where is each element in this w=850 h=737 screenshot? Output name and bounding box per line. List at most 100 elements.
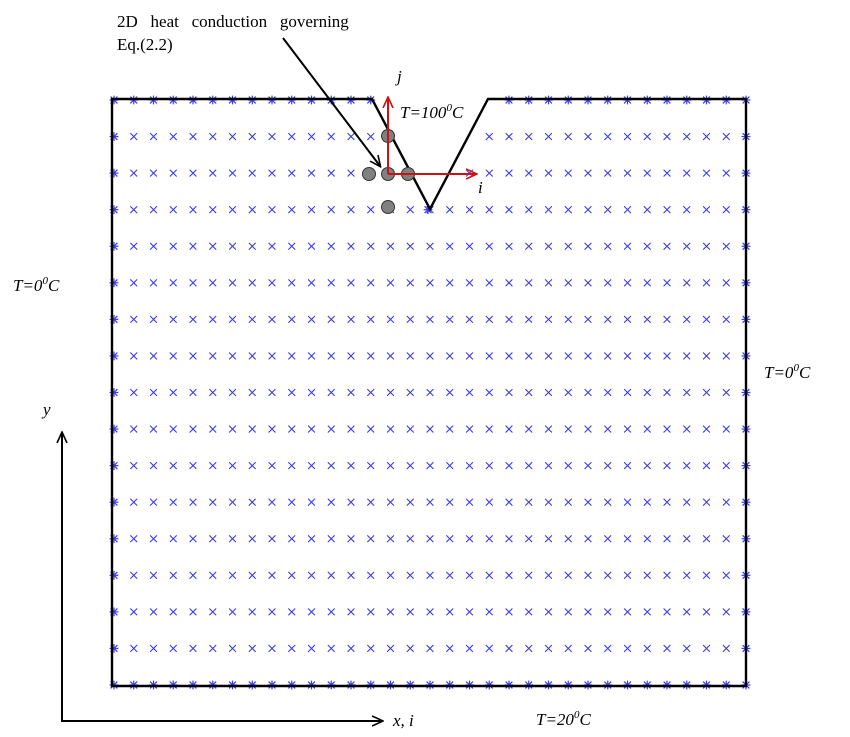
interior-node (485, 169, 494, 177)
interior-node (287, 388, 296, 397)
interior-node (347, 242, 355, 251)
interior-node (603, 205, 612, 214)
interior-node (169, 608, 178, 616)
interior-node (287, 169, 296, 177)
interior-node (129, 352, 138, 360)
interior-node (485, 352, 494, 360)
interior-node (603, 608, 612, 616)
interior-node (287, 534, 296, 543)
interior-node (682, 279, 691, 287)
interior-node (623, 315, 632, 324)
interior-node (643, 279, 652, 287)
interior-node (584, 205, 592, 214)
interior-node (465, 388, 474, 397)
interior-node (465, 425, 474, 433)
interior-node (208, 279, 217, 287)
interior-node (208, 388, 217, 397)
interior-node (426, 388, 434, 397)
interior-node (603, 242, 612, 251)
annotation-line-2: Eq.(2.2) (117, 35, 173, 54)
interior-node (485, 425, 494, 433)
interior-node (485, 279, 494, 287)
interior-node (287, 644, 296, 653)
interior-node (465, 461, 474, 470)
interior-node (564, 644, 573, 653)
interior-node (347, 388, 355, 397)
interior-node (268, 608, 276, 616)
interior-node (347, 608, 355, 616)
interior-node (445, 461, 454, 470)
interior-node (663, 315, 671, 324)
interior-node (465, 279, 474, 287)
interior-node (485, 461, 494, 470)
interior-node (366, 388, 375, 397)
interior-node (544, 461, 553, 470)
interior-node (505, 205, 513, 214)
interior-node (268, 352, 276, 360)
interior-node (564, 425, 573, 433)
interior-node (722, 534, 731, 543)
interior-node (505, 279, 513, 287)
interior-node (129, 132, 138, 141)
interior-node (643, 388, 652, 397)
interior-node (189, 425, 197, 433)
interior-node (129, 169, 138, 177)
interior-node (248, 461, 257, 470)
interior-node (248, 425, 257, 433)
interior-node (228, 461, 237, 470)
interior-node (584, 644, 592, 653)
interior-node (544, 205, 553, 214)
interior-node (327, 644, 336, 653)
interior-node (603, 644, 612, 653)
interior-node (544, 242, 553, 251)
interior-node (505, 644, 513, 653)
interior-node (386, 498, 395, 506)
interior-node (386, 608, 395, 616)
interior-node (149, 388, 158, 397)
interior-node (268, 571, 276, 580)
interior-node (169, 498, 178, 506)
interior-node (406, 242, 415, 251)
interior-node (386, 352, 395, 360)
interior-node (722, 461, 731, 470)
interior-node (643, 169, 652, 177)
interior-node (426, 425, 434, 433)
interior-node (208, 132, 217, 141)
interior-node (208, 644, 217, 653)
interior-node (169, 132, 178, 141)
interior-node (485, 388, 494, 397)
interior-node (228, 205, 237, 214)
interior-node (149, 461, 158, 470)
interior-node (149, 534, 158, 543)
interior-node (327, 498, 336, 506)
interior-node (228, 498, 237, 506)
interior-node (603, 425, 612, 433)
interior-node (505, 352, 513, 360)
interior-node (564, 242, 573, 251)
interior-node (702, 169, 711, 177)
top-boundary-temperature: T=1000C (400, 102, 464, 122)
interior-node (169, 461, 178, 470)
interior-node (505, 608, 513, 616)
interior-node (702, 498, 711, 506)
interior-node (347, 352, 355, 360)
interior-node (722, 205, 731, 214)
interior-node (228, 315, 237, 324)
interior-node (327, 169, 336, 177)
interior-node (722, 352, 731, 360)
interior-node (584, 571, 592, 580)
stencil-node-west (362, 167, 376, 181)
interior-node (584, 169, 592, 177)
interior-node (524, 132, 533, 141)
interior-node (149, 498, 158, 506)
interior-node (406, 498, 415, 506)
interior-node (603, 132, 612, 141)
interior-node (287, 205, 296, 214)
interior-node (347, 498, 355, 506)
interior-node (643, 644, 652, 653)
interior-node (347, 169, 355, 177)
interior-node (426, 461, 434, 470)
interior-node (465, 242, 474, 251)
interior-node (584, 315, 592, 324)
interior-node (682, 608, 691, 616)
